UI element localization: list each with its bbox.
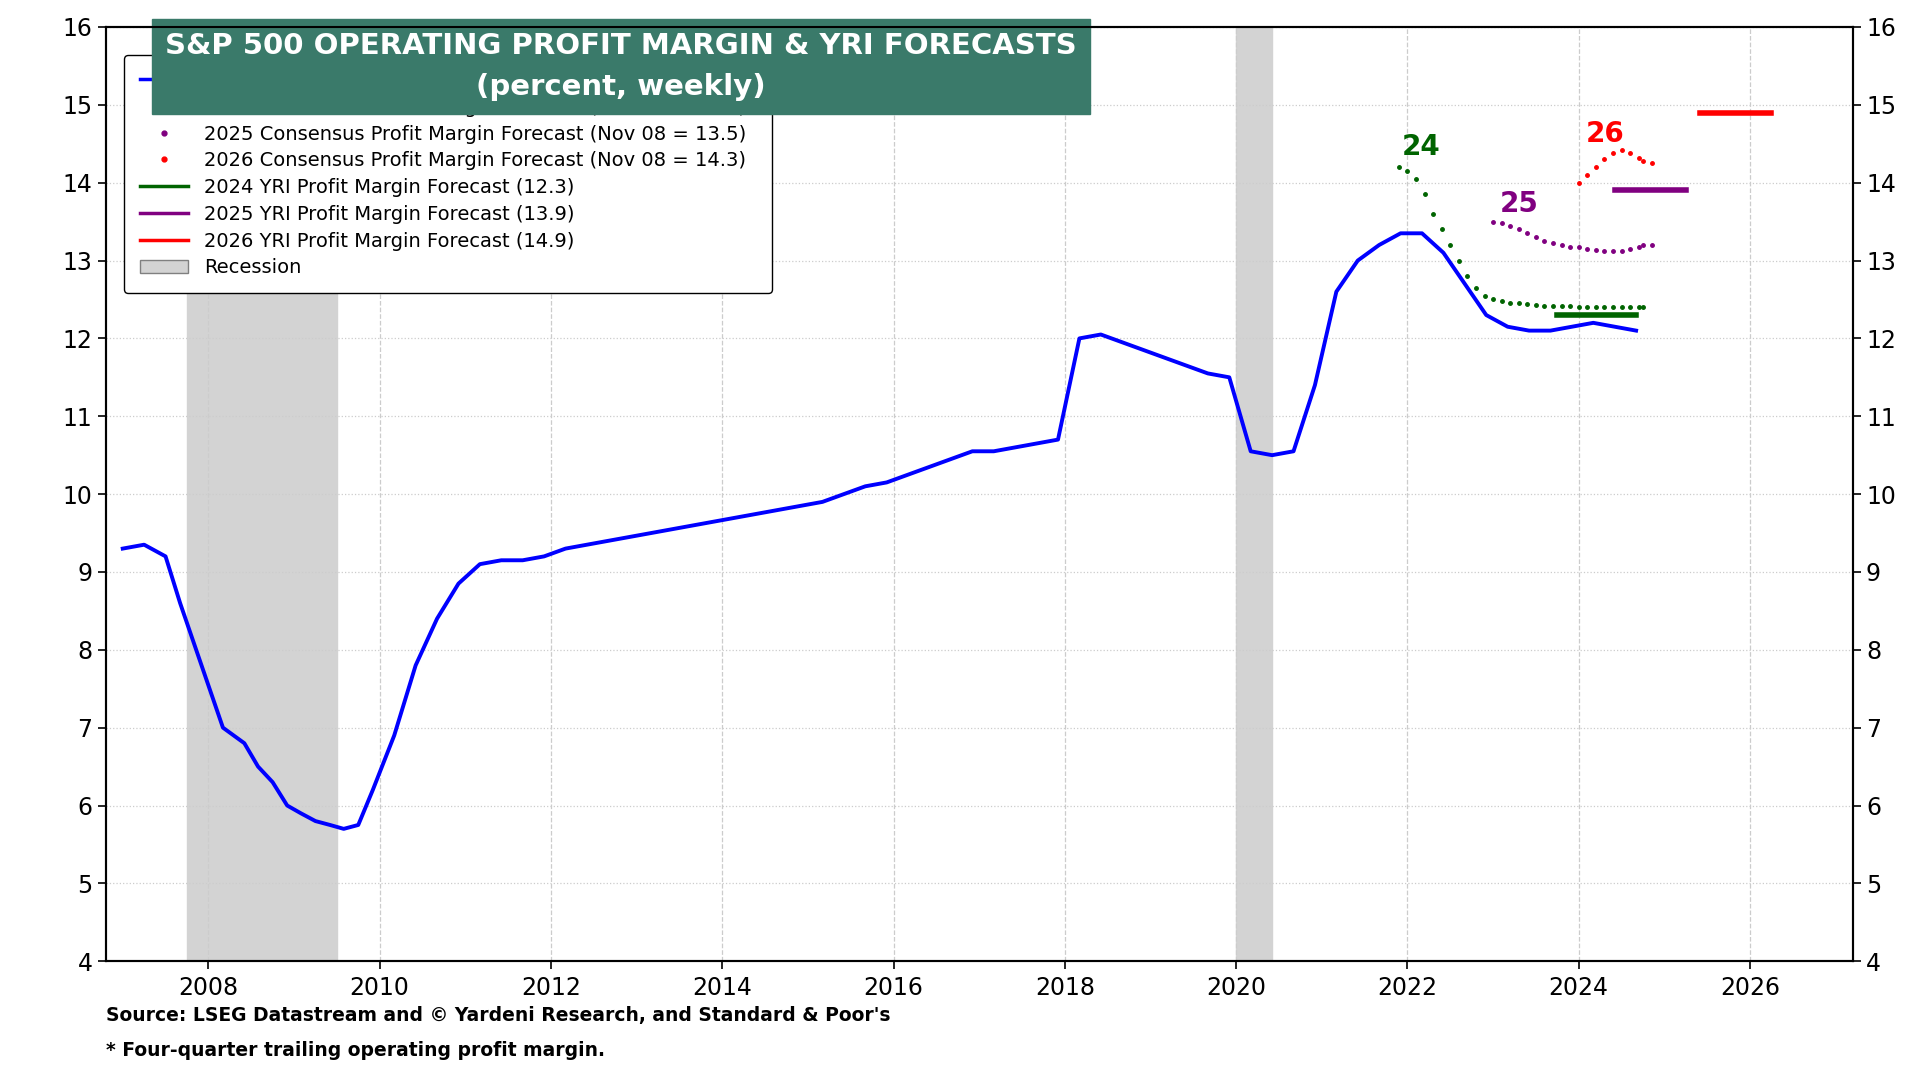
Text: 24: 24 xyxy=(1402,134,1440,161)
Text: Source: LSEG Datastream and © Yardeni Research, and Standard & Poor's: Source: LSEG Datastream and © Yardeni Re… xyxy=(106,1005,891,1025)
Legend: S&P 500 Actual Profit Margin*, quarterly (Sep 30 = 12.1), 2024 Consensus Profit : S&P 500 Actual Profit Margin*, quarterly… xyxy=(125,55,772,293)
Text: 26: 26 xyxy=(1586,120,1624,148)
Text: * Four-quarter trailing operating profit margin.: * Four-quarter trailing operating profit… xyxy=(106,1041,605,1061)
Text: 25: 25 xyxy=(1500,190,1538,218)
Text: S&P 500 OPERATING PROFIT MARGIN & YRI FORECASTS
(percent, weekly): S&P 500 OPERATING PROFIT MARGIN & YRI FO… xyxy=(165,31,1077,100)
Bar xyxy=(186,27,336,961)
Bar xyxy=(1236,27,1273,961)
